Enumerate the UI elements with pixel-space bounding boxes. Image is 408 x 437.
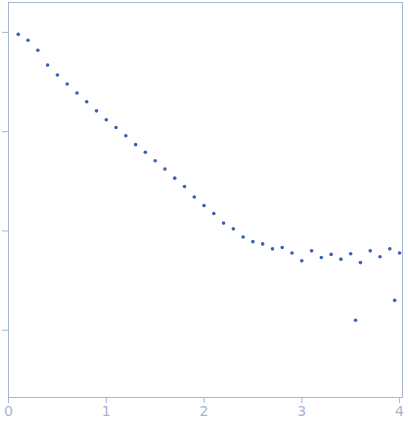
svg-text:1: 1 <box>102 403 111 419</box>
svg-text:0: 0 <box>4 403 13 419</box>
svg-text:3: 3 <box>297 403 306 419</box>
svg-text:4: 4 <box>395 403 404 419</box>
svg-text:2: 2 <box>200 403 209 419</box>
